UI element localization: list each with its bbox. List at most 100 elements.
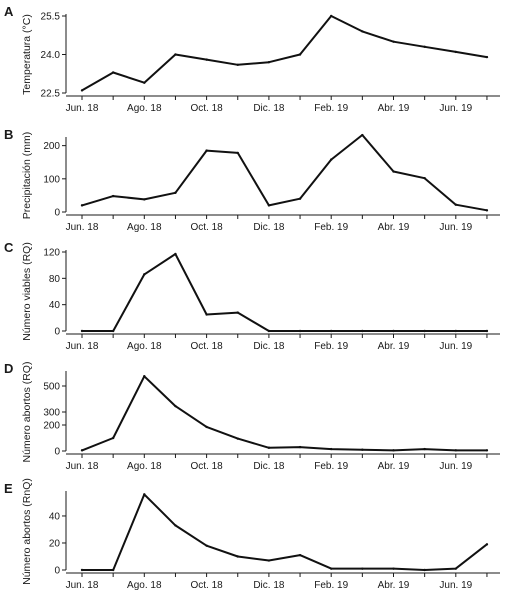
data-point	[423, 45, 426, 48]
x-tick-label: Oct. 18	[190, 580, 223, 591]
y-tick-label: 40	[49, 511, 61, 522]
x-tick-label: Feb. 19	[314, 222, 348, 233]
y-tick-label: 20	[49, 538, 61, 549]
x-tick-label: Ago. 18	[127, 580, 162, 591]
x-tick-label: Abr. 19	[378, 103, 410, 114]
panel-e: E 0 20 40 Número abortos (RnQ) Jun. 18 Ago. 18…	[4, 478, 500, 591]
data-point	[392, 449, 395, 452]
x-tick-label: Ago. 18	[127, 222, 162, 233]
data-point	[485, 543, 489, 546]
data-point	[205, 544, 208, 547]
data-point	[454, 203, 457, 206]
x-tick-label: Oct. 18	[190, 341, 223, 352]
x-tick-label: Abr. 19	[378, 580, 410, 591]
data-point	[361, 448, 364, 451]
series-line	[81, 15, 488, 92]
data-point	[111, 436, 115, 440]
data-point	[330, 329, 333, 333]
data-point	[392, 567, 395, 570]
data-point	[392, 40, 395, 43]
data-point	[392, 170, 395, 173]
data-point	[267, 446, 271, 449]
x-tick-label: Ago. 18	[127, 103, 162, 114]
data-point	[361, 133, 364, 137]
x-tick-label: Jun. 19	[439, 103, 472, 114]
data-point	[361, 567, 364, 570]
data-point	[236, 63, 239, 66]
data-point	[267, 559, 271, 562]
data-point	[298, 553, 302, 557]
y-axis-label: Precipitación (mm)	[21, 132, 33, 220]
y-axis-label: Número viables (RQ)	[21, 242, 33, 341]
data-point	[143, 493, 146, 496]
data-point	[174, 404, 177, 408]
data-point	[361, 329, 364, 333]
data-point	[236, 151, 239, 155]
data-point	[174, 191, 177, 194]
x-tick-label: Jun. 18	[66, 580, 99, 591]
x-tick-label: Dic. 18	[253, 222, 285, 233]
y-tick-label: 120	[43, 248, 60, 259]
data-point	[485, 55, 489, 59]
y-axis-label: Número abortos (RQ)	[21, 362, 33, 463]
data-point	[298, 329, 302, 333]
x-tick-label: Jun. 18	[66, 461, 99, 472]
data-point	[423, 568, 426, 572]
y-tick-label: 22.5	[41, 89, 61, 100]
y-tick-label: 25.5	[41, 12, 61, 23]
y-axis-label: Número abortos (RnQ)	[21, 478, 33, 585]
panel-b: B 0 100 200 Precipitación (mm) Jun. 18 Ago. 18…	[4, 127, 500, 233]
x-tick-label: Abr. 19	[378, 341, 410, 352]
panel-a: A 22.5 24.0 25.5 Temperatura (°C) Jun. 18 Ago.…	[4, 4, 500, 114]
data-point	[80, 329, 84, 333]
data-point	[236, 437, 239, 440]
x-tick-label: Feb. 19	[314, 461, 348, 472]
panel-d: D 0 200 300 500 Número abortos (RQ) Jun. 18 Ago…	[4, 361, 500, 472]
x-tick-label: Jun. 19	[439, 222, 472, 233]
data-point	[454, 50, 457, 54]
x-tick-label: Jun. 18	[66, 222, 99, 233]
x-tick-label: Abr. 19	[378, 222, 410, 233]
data-point	[267, 204, 271, 207]
data-point	[423, 329, 426, 333]
data-point	[205, 149, 208, 152]
y-tick-label: 200	[43, 141, 60, 152]
x-tick-label: Feb. 19	[314, 341, 348, 352]
data-point	[361, 30, 364, 33]
panel-label: E	[4, 481, 13, 496]
panel-label: D	[4, 361, 13, 376]
data-point	[174, 524, 177, 527]
data-point	[330, 14, 333, 18]
data-point	[80, 449, 84, 452]
data-point	[80, 89, 84, 92]
data-point	[267, 61, 271, 64]
series-line	[81, 375, 487, 452]
x-tick-label: Feb. 19	[314, 580, 348, 591]
data-point	[143, 375, 146, 378]
data-point	[454, 567, 457, 570]
x-tick-label: Oct. 18	[190, 103, 223, 114]
y-tick-label: 40	[49, 300, 61, 311]
x-tick-label: Dic. 18	[253, 103, 285, 114]
data-point	[174, 53, 177, 56]
data-point	[236, 555, 239, 558]
x-tick-label: Feb. 19	[314, 103, 348, 114]
x-tick-label: Jun. 19	[439, 580, 472, 591]
y-tick-label: 0	[54, 566, 60, 577]
series-line	[82, 253, 487, 332]
data-point	[143, 198, 146, 201]
series-line	[81, 134, 488, 212]
y-tick-label: 24.0	[41, 50, 61, 61]
data-point	[236, 311, 239, 314]
x-tick-label: Ago. 18	[127, 341, 162, 352]
data-point	[298, 53, 302, 56]
data-point	[330, 447, 333, 451]
data-point	[205, 58, 208, 61]
data-point	[111, 71, 115, 74]
panel-label: C	[4, 240, 14, 255]
x-tick-label: Jun. 18	[66, 103, 99, 114]
series-line	[82, 493, 488, 571]
x-tick-label: Dic. 18	[253, 580, 285, 591]
data-point	[111, 194, 115, 198]
